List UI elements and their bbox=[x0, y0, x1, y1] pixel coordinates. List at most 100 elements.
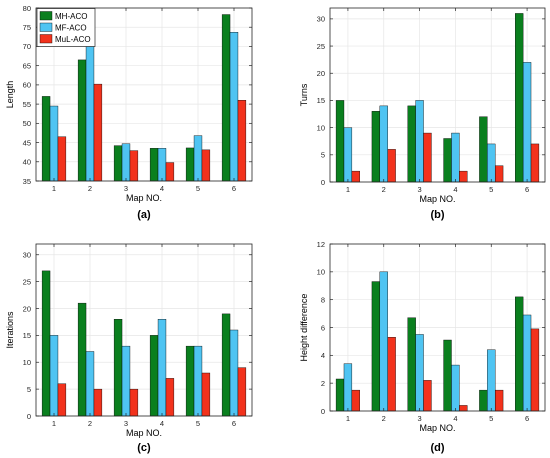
bar-mul-aco-map-6 bbox=[237, 367, 247, 417]
y-tick-label: 20 bbox=[23, 304, 31, 313]
y-tick-label: 50 bbox=[23, 119, 31, 128]
y-tick-label: 0 bbox=[27, 412, 31, 421]
x-tick-label: 1 bbox=[346, 185, 350, 194]
bar-mul-aco-map-3 bbox=[129, 388, 139, 417]
bar-mf-aco-map-2 bbox=[379, 271, 388, 412]
x-axis-label: Map NO. bbox=[126, 428, 162, 438]
bar-mf-aco-map-1 bbox=[343, 363, 353, 412]
legend-swatch-mul-aco bbox=[39, 34, 53, 44]
x-tick-label: 1 bbox=[52, 419, 56, 428]
bar-mf-aco-map-1 bbox=[49, 105, 59, 182]
bar-mh-aco-map-6 bbox=[515, 296, 524, 412]
bar-mh-aco-map-2 bbox=[77, 302, 87, 417]
plot-frame bbox=[329, 7, 546, 183]
y-tick-label: 80 bbox=[23, 4, 31, 13]
bar-mf-aco-map-6 bbox=[229, 32, 239, 182]
bar-mf-aco-map-4 bbox=[451, 364, 460, 412]
y-axis-label: Turns bbox=[299, 83, 309, 106]
bar-mh-aco-map-2 bbox=[371, 111, 381, 183]
y-tick-label: 55 bbox=[23, 100, 31, 109]
x-tick-label: 3 bbox=[417, 414, 421, 423]
bar-mul-aco-map-4 bbox=[459, 170, 468, 183]
bar-mul-aco-map-1 bbox=[57, 383, 67, 417]
x-tick-label: 4 bbox=[160, 184, 164, 193]
legend: MH-ACO MF-ACO MuL-ACO bbox=[36, 8, 96, 47]
bar-mh-aco-map-2 bbox=[77, 59, 87, 182]
y-tick-label: 15 bbox=[317, 96, 325, 105]
x-tick-label: 5 bbox=[489, 185, 493, 194]
x-tick-label: 3 bbox=[124, 419, 128, 428]
bar-mul-aco-map-6 bbox=[530, 328, 540, 412]
y-tick-label: 15 bbox=[23, 331, 31, 340]
x-tick-label: 1 bbox=[346, 414, 350, 423]
bar-mh-aco-map-4 bbox=[443, 138, 452, 183]
y-tick-label: 8 bbox=[321, 295, 325, 304]
x-tick-label: 6 bbox=[232, 184, 236, 193]
y-tick-label: 70 bbox=[23, 42, 31, 51]
bar-mul-aco-map-2 bbox=[387, 149, 396, 183]
bar-mh-aco-map-5 bbox=[479, 389, 488, 412]
y-tick-label: 25 bbox=[317, 42, 325, 51]
bar-mul-aco-map-5 bbox=[201, 149, 211, 182]
bar-mf-aco-map-6 bbox=[522, 62, 532, 183]
bar-mul-aco-map-2 bbox=[93, 388, 103, 417]
bar-mf-aco-map-1 bbox=[49, 335, 59, 417]
y-tick-label: 10 bbox=[23, 358, 31, 367]
bar-mul-aco-map-2 bbox=[387, 337, 396, 412]
y-tick-label: 12 bbox=[317, 240, 325, 249]
bar-mul-aco-map-4 bbox=[459, 405, 468, 412]
bar-mul-aco-map-2 bbox=[93, 83, 103, 182]
legend-label-mul-aco: MuL-ACO bbox=[55, 35, 91, 44]
bar-mh-aco-map-1 bbox=[41, 270, 51, 417]
y-tick-label: 60 bbox=[23, 81, 31, 90]
y-tick-label: 75 bbox=[23, 23, 31, 32]
chart-panel-b: 0 5 10 15 20 25 30 1 2 3 4 5 6 Map NO. Turns (b) bbox=[299, 7, 546, 221]
plot-area bbox=[330, 8, 545, 182]
bar-mh-aco-map-1 bbox=[41, 96, 51, 182]
bar-mul-aco-map-1 bbox=[351, 170, 360, 183]
bar-mf-aco-map-4 bbox=[157, 148, 167, 182]
panel-label: (c) bbox=[137, 442, 151, 454]
bar-mf-aco-map-5 bbox=[487, 349, 496, 412]
x-tick-label: 5 bbox=[489, 414, 493, 423]
plot-area bbox=[36, 244, 252, 416]
x-tick-label: 2 bbox=[382, 185, 386, 194]
bar-mh-aco-map-6 bbox=[221, 14, 231, 182]
bar-mh-aco-map-3 bbox=[407, 105, 416, 183]
bar-mh-aco-map-4 bbox=[149, 335, 159, 417]
bar-mh-aco-map-4 bbox=[443, 339, 452, 412]
bar-mf-aco-map-3 bbox=[121, 143, 131, 182]
bar-mul-aco-map-6 bbox=[237, 100, 247, 182]
y-tick-label: 30 bbox=[23, 251, 31, 260]
bar-mh-aco-map-2 bbox=[371, 281, 381, 412]
plot-frame bbox=[35, 243, 253, 417]
y-tick-label: 40 bbox=[23, 158, 31, 167]
x-tick-label: 2 bbox=[382, 414, 386, 423]
legend-swatch-mh-aco bbox=[39, 11, 53, 21]
x-axis-label: Map NO. bbox=[126, 193, 162, 203]
bar-mh-aco-map-5 bbox=[185, 147, 195, 182]
y-tick-label: 10 bbox=[317, 268, 325, 277]
y-axis-label: Length bbox=[5, 81, 15, 109]
bar-mf-aco-map-3 bbox=[121, 345, 131, 417]
bar-mul-aco-map-1 bbox=[351, 389, 360, 412]
y-tick-label: 20 bbox=[317, 69, 325, 78]
y-tick-label: 30 bbox=[317, 15, 325, 24]
y-tick-label: 45 bbox=[23, 138, 31, 147]
x-axis-label: Map NO. bbox=[419, 423, 455, 433]
bar-mh-aco-map-3 bbox=[113, 319, 123, 417]
x-axis-label: Map NO. bbox=[419, 194, 455, 204]
bar-mul-aco-map-4 bbox=[165, 162, 175, 182]
chart-panel-c: 0 5 10 15 20 25 30 1 2 3 4 5 6 Map NO. Iterations (c) bbox=[5, 243, 253, 454]
bar-mul-aco-map-3 bbox=[423, 132, 432, 183]
bar-mul-aco-map-3 bbox=[423, 380, 432, 412]
bar-mul-aco-map-5 bbox=[494, 389, 504, 412]
x-tick-label: 2 bbox=[88, 419, 92, 428]
y-tick-label: 0 bbox=[321, 407, 325, 416]
panel-label: (b) bbox=[430, 209, 444, 221]
bar-mh-aco-map-4 bbox=[149, 148, 159, 182]
y-tick-label: 25 bbox=[23, 277, 31, 286]
